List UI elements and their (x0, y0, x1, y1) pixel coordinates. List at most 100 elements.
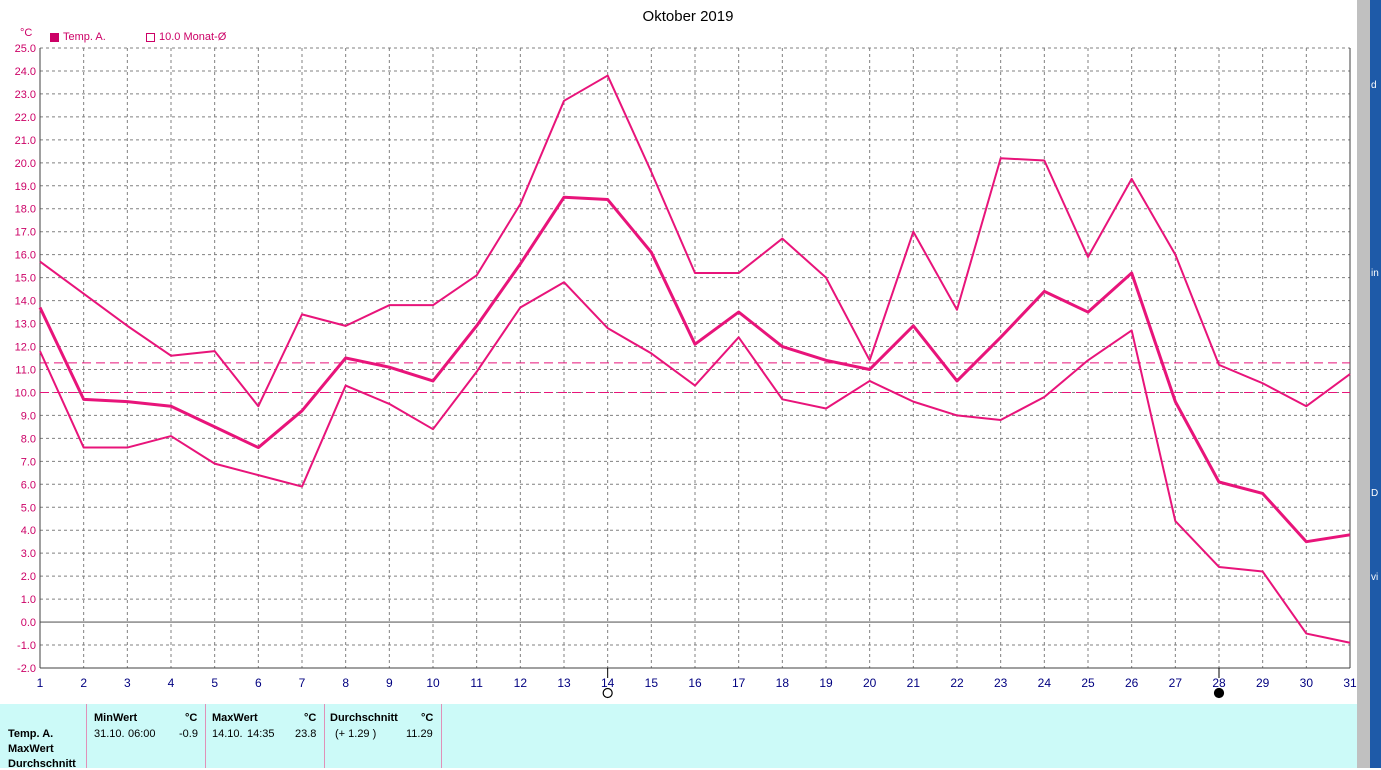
x-tick-label: 23 (994, 676, 1008, 690)
x-tick-label: 27 (1169, 676, 1183, 690)
reference-lines (40, 362, 1350, 393)
y-tick-label: 1.0 (21, 594, 36, 606)
series-line-min (39, 281, 1351, 644)
x-tick-label: 28 (1212, 676, 1226, 690)
max-time: 14:35 (247, 728, 275, 740)
x-tick-label: 21 (907, 676, 921, 690)
x-tick-label: 4 (168, 676, 175, 690)
x-tick-label: 2 (80, 676, 87, 690)
legend-item-temp: Temp. A. (50, 31, 106, 43)
x-tick-label: 14 (601, 676, 615, 690)
x-tick-label: 29 (1256, 676, 1270, 690)
y-tick-label: 24.0 (15, 66, 36, 78)
y-tick-label: 7.0 (21, 456, 36, 468)
y-tick-label: -2.0 (17, 663, 36, 675)
window-edge: d in D vi (1357, 0, 1381, 768)
x-tick-label: 25 (1081, 676, 1095, 690)
x-tick-label: 8 (342, 676, 349, 690)
y-tick-label: 13.0 (15, 319, 36, 331)
row-label-max: MaxWert (8, 743, 54, 755)
grid (39, 47, 1351, 669)
avg-value: 11.29 (406, 728, 433, 740)
y-tick-label: 17.0 (15, 227, 36, 239)
y-tick-label: 5.0 (21, 502, 36, 514)
statistics-panel: Temp. A. MaxWert Durchschnitt MinWert °C… (0, 704, 1357, 770)
legend-label-monthly-avg: 10.0 Monat-Ø (159, 31, 227, 43)
x-tick-label: 17 (732, 676, 746, 690)
temperature-chart: -2.0 -1.0 0.0 1.0 2.0 3.0 4.0 5.0 6.0 7.0 8.0 9.0 10… (15, 8, 1357, 699)
min-header: MinWert (94, 712, 138, 724)
series-lines (38, 74, 1351, 644)
y-tick-label: 9.0 (21, 410, 36, 422)
y-tick-label: 22.0 (15, 112, 36, 124)
avg-delta: (+ 1.29 ) (335, 728, 377, 740)
y-tick-label: 15.0 (15, 273, 36, 285)
axes: -2.0 -1.0 0.0 1.0 2.0 3.0 4.0 5.0 6.0 7.0 8.0 9.0 10… (15, 43, 1357, 690)
min-time: 06:00 (128, 728, 156, 740)
x-tick-label: 7 (299, 676, 306, 690)
x-tick-label: 5 (211, 676, 218, 690)
y-tick-label: -1.0 (17, 640, 36, 652)
edge-text-fragment: vi (1371, 572, 1379, 583)
moon-markers (602, 668, 1225, 699)
y-tick-label: 23.0 (15, 89, 36, 101)
y-tick-label: 8.0 (21, 433, 36, 445)
x-tick-label: 20 (863, 676, 877, 690)
stats-min-column: MinWert °C 31.10. 06:00 -0.9 (87, 704, 206, 768)
y-tick-label: 12.0 (15, 342, 36, 354)
x-tick-label: 22 (950, 676, 964, 690)
stats-avg-column: Durchschnitt °C (+ 1.29 ) 11.29 (325, 704, 442, 768)
legend-label-temp: Temp. A. (63, 31, 106, 43)
y-tick-label: 16.0 (15, 250, 36, 262)
min-value: -0.9 (179, 728, 198, 740)
x-tick-label: 26 (1125, 676, 1139, 690)
x-tick-label: 3 (124, 676, 131, 690)
x-tick-label: 6 (255, 676, 262, 690)
x-tick-label: 15 (645, 676, 659, 690)
y-tick-label: 3.0 (21, 548, 36, 560)
series-line-max (39, 74, 1351, 408)
x-tick-label: 16 (688, 676, 702, 690)
y-tick-label: 6.0 (21, 479, 36, 491)
window-edge-blue (1370, 0, 1381, 768)
row-label-avg: Durchschnitt (8, 758, 76, 770)
x-tick-label: 1 (37, 676, 44, 690)
stats-row-labels: Temp. A. MaxWert Durchschnitt (0, 704, 87, 770)
y-tick-label: 18.0 (15, 204, 36, 216)
y-tick-label: 10.0 (15, 387, 36, 399)
legend-swatch-filled (50, 32, 59, 42)
x-tick-label: 9 (386, 676, 393, 690)
edge-text-fragment: D (1371, 488, 1379, 499)
y-tick-label: 25.0 (15, 43, 36, 55)
y-tick-label: 14.0 (15, 296, 36, 308)
y-tick-label: 0.0 (21, 617, 36, 629)
y-tick-label: 4.0 (21, 525, 36, 537)
x-tick-label: 12 (514, 676, 528, 690)
x-tick-label: 13 (557, 676, 571, 690)
y-tick-label: 19.0 (15, 181, 36, 193)
edge-text-fragment: in (1371, 268, 1379, 279)
row-label-temp: Temp. A. (8, 728, 54, 740)
series-line-mean (38, 195, 1351, 544)
max-unit: °C (304, 712, 317, 724)
max-date: 14.10. (212, 728, 243, 740)
avg-header: Durchschnitt (330, 712, 398, 724)
y-tick-label: 21.0 (15, 135, 36, 147)
min-unit: °C (185, 712, 198, 724)
x-tick-label: 18 (776, 676, 790, 690)
full-moon-icon (602, 687, 613, 699)
min-date: 31.10. (94, 728, 125, 740)
y-tick-label: 20.0 (15, 158, 36, 170)
chart-title: Oktober 2019 (643, 8, 734, 25)
edge-text-fragment: d (1371, 80, 1377, 91)
legend-item-monthly-avg: 10.0 Monat-Ø (146, 31, 226, 43)
legend-swatch-hollow (146, 32, 155, 42)
new-moon-icon (1213, 687, 1225, 699)
x-tick-label: 30 (1300, 676, 1314, 690)
max-value: 23.8 (295, 728, 317, 740)
stats-max-column: MaxWert °C 14.10. 14:35 23.8 (206, 704, 325, 768)
y-tick-label: 11.0 (15, 364, 36, 376)
x-tick-label: 19 (819, 676, 833, 690)
y-tick-label: 2.0 (21, 571, 36, 583)
x-tick-label: 31 (1343, 676, 1357, 690)
